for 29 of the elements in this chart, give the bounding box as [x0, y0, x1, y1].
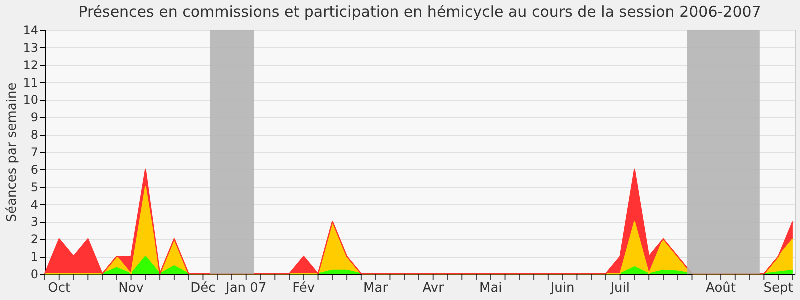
x-tick-label: Oct	[48, 281, 71, 296]
y-tick-label: 1	[30, 250, 38, 264]
y-tick-label: 2	[30, 232, 38, 247]
x-tick-label: Nov	[118, 281, 144, 296]
x-tick-label: Août	[706, 281, 736, 296]
y-tick-label: 11	[23, 76, 38, 90]
x-tick-label: Sept	[764, 281, 794, 296]
y-tick-label: 5	[30, 180, 38, 194]
x-tick-label: Jan 07	[225, 281, 267, 296]
y-tick-label: 10	[23, 93, 38, 108]
x-tick-label: Mar	[364, 281, 389, 296]
x-tick-label: Mai	[479, 281, 502, 296]
x-tick-label: Avr	[422, 281, 445, 296]
y-axis-title: Séances par semaine	[5, 82, 20, 222]
x-tick-label: Déc	[190, 281, 216, 296]
y-tick-label: 0	[30, 268, 38, 282]
y-tick-label: 3	[30, 215, 38, 230]
x-tick-label: Juil	[610, 281, 630, 296]
y-tick-label: 4	[30, 198, 38, 212]
y-tick-label: 12	[23, 58, 38, 72]
y-tick-label: 9	[30, 110, 38, 125]
chart-title: Présences en commissions et participation en hémicycle au cours de la session 2006-2007	[78, 3, 762, 21]
y-tick-label: 8	[30, 128, 38, 142]
y-tick-label: 7	[30, 146, 38, 160]
x-tick-label: Juin	[550, 281, 575, 296]
x-tick-label: Fév	[292, 281, 316, 296]
y-tick-label: 13	[23, 40, 38, 55]
y-tick-label: 6	[30, 162, 38, 177]
y-tick-label: 14	[23, 24, 38, 38]
